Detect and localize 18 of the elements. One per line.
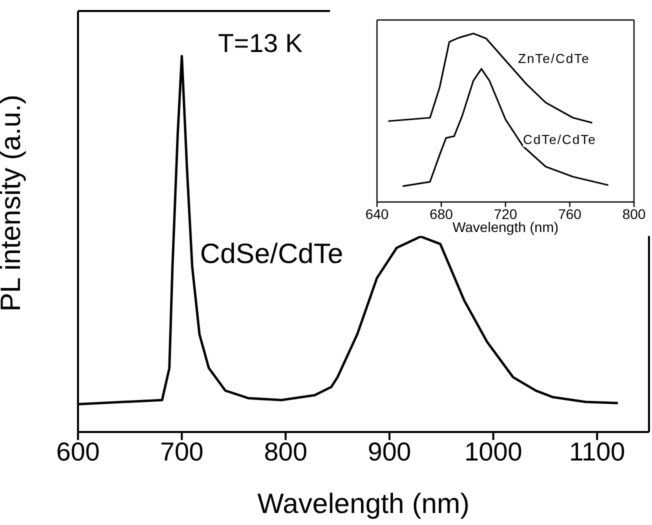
x-tick-label: 680 bbox=[430, 206, 454, 222]
x-axis-title: Wavelength (nm) bbox=[257, 488, 470, 519]
x-tick-label: 800 bbox=[264, 436, 308, 466]
x-tick-label: 1100 bbox=[569, 436, 626, 466]
x-tick-label: 760 bbox=[558, 206, 582, 222]
x-tick-label: 600 bbox=[56, 436, 100, 466]
y-axis-title: PL intensity (a.u.) bbox=[0, 94, 26, 312]
x-tick-label: 900 bbox=[368, 436, 412, 466]
series-label: CdTe/CdTe bbox=[523, 132, 596, 147]
x-tick-label: 640 bbox=[365, 206, 389, 222]
x-axis-title: Wavelength (nm) bbox=[452, 219, 559, 235]
series-label: ZnTe/CdTe bbox=[518, 51, 590, 66]
annotation: T=13 K bbox=[218, 28, 303, 59]
x-tick-label: 1000 bbox=[464, 436, 522, 466]
x-tick-label: 720 bbox=[494, 206, 518, 222]
x-tick-label: 700 bbox=[160, 436, 204, 466]
x-tick-label: 800 bbox=[622, 206, 646, 222]
series-label: CdSe/CdTe bbox=[200, 238, 344, 270]
